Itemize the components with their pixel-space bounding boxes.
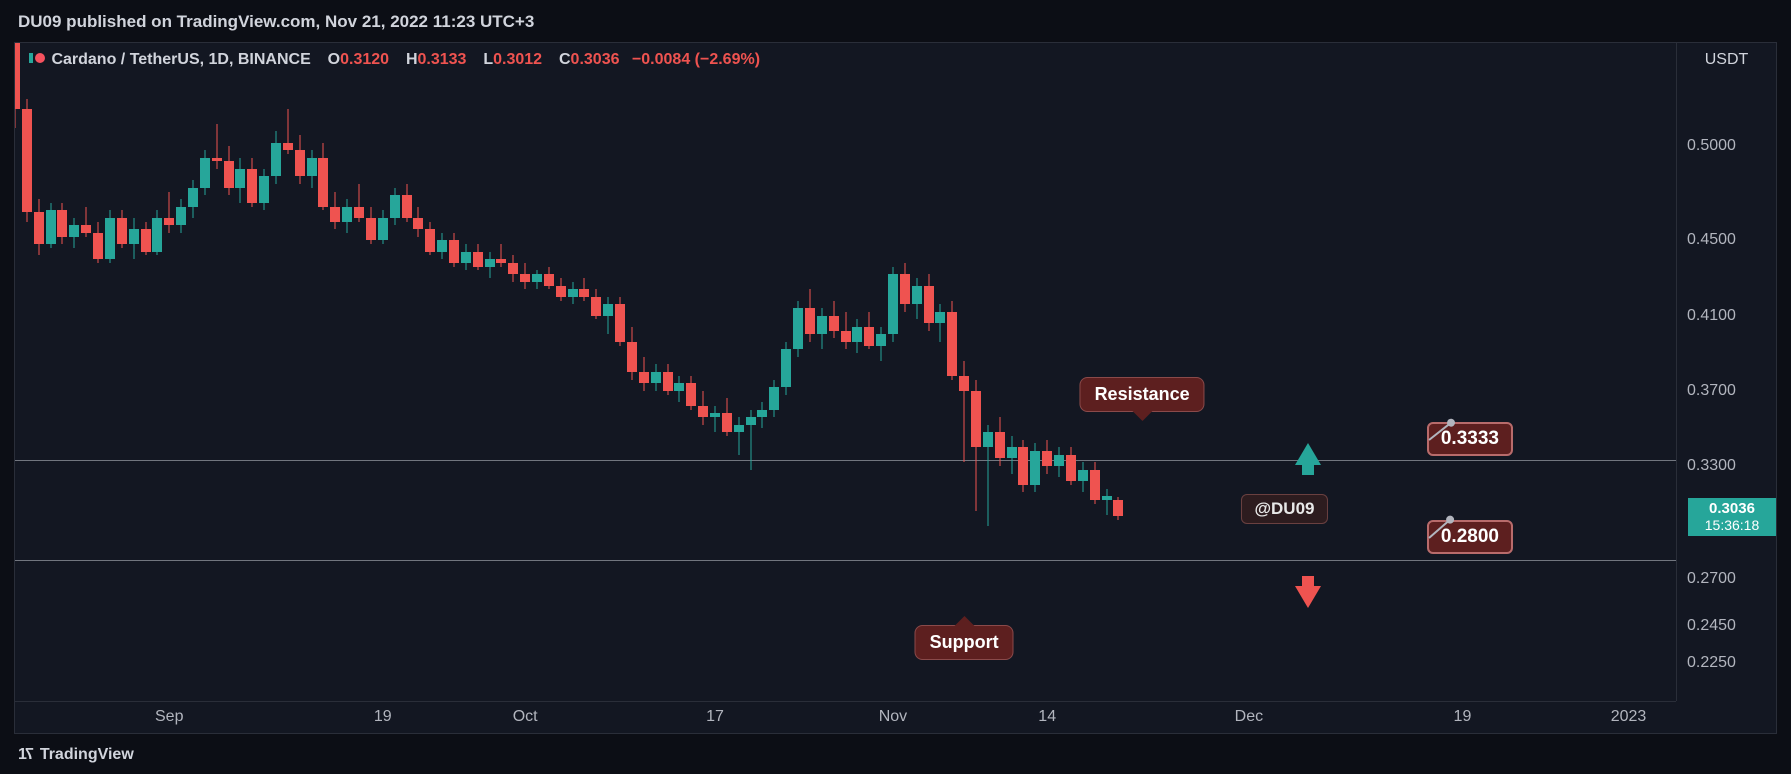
price-tick: 0.2250 <box>1687 654 1736 672</box>
ohlc-o-label: O <box>323 51 340 68</box>
symbol-legend: Cardano / TetherUS, 1D, BINANCE O0.3120 … <box>35 51 760 69</box>
last-price-label: 0.303615:36:18 <box>1688 498 1776 536</box>
ohlc-l-label: L <box>479 51 493 68</box>
price-tick: 0.4100 <box>1687 307 1736 325</box>
price-tick: 0.4500 <box>1687 231 1736 249</box>
resistance-callout[interactable]: Resistance <box>1080 377 1205 412</box>
time-tick: 2023 <box>1611 708 1647 726</box>
support-callout[interactable]: Support <box>915 625 1014 660</box>
chart-plot-area[interactable]: Cardano / TetherUS, 1D, BINANCE O0.3120 … <box>15 43 1676 701</box>
price-level-tag[interactable]: 0.2800 <box>1427 520 1513 554</box>
ohlc-l-value: 0.3012 <box>493 51 542 68</box>
time-tick: 19 <box>1454 708 1472 726</box>
price-level-tag[interactable]: 0.3333 <box>1427 422 1513 456</box>
tradingview-brand: 17 TradingView <box>18 746 134 764</box>
ohlc-h-value: 0.3133 <box>418 51 467 68</box>
ohlc-o-value: 0.3120 <box>340 51 389 68</box>
time-tick: 19 <box>374 708 392 726</box>
price-tick: 0.5000 <box>1687 137 1736 155</box>
symbol-marker-icon <box>35 53 45 63</box>
time-tick: Sep <box>155 708 183 726</box>
time-tick: Dec <box>1235 708 1263 726</box>
arrow-up-icon <box>1295 443 1321 465</box>
time-tick: 17 <box>706 708 724 726</box>
price-tick: 0.3700 <box>1687 382 1736 400</box>
time-tick: 14 <box>1038 708 1056 726</box>
time-axis[interactable]: Sep 19 Oct 17 Nov 14 Dec 19 2023 <box>15 701 1676 733</box>
horizontal-line[interactable] <box>15 560 1676 561</box>
chart-container[interactable]: Cardano / TetherUS, 1D, BINANCE O0.3120 … <box>14 42 1777 734</box>
symbol-name: Cardano / TetherUS, 1D, BINANCE <box>51 51 310 68</box>
ohlc-change: −0.0084 (−2.69%) <box>632 51 760 68</box>
publish-info: DU09 published on TradingView.com, Nov 2… <box>0 0 1791 40</box>
ohlc-c-value: 0.3036 <box>571 51 620 68</box>
time-tick: Oct <box>513 708 538 726</box>
price-tick: 0.2450 <box>1687 617 1736 635</box>
price-tick: 0.2700 <box>1687 570 1736 588</box>
tradingview-logo-icon: 17 <box>18 746 34 764</box>
ohlc-h-label: H <box>402 51 418 68</box>
arrow-down-icon <box>1295 586 1321 608</box>
time-tick: Nov <box>879 708 907 726</box>
author-handle: @DU09 <box>1241 494 1327 524</box>
price-axis-title: USDT <box>1677 51 1776 69</box>
horizontal-line[interactable] <box>15 460 1676 461</box>
price-tick: 0.3300 <box>1687 457 1736 475</box>
price-axis[interactable]: USDT 0.5000 0.4500 0.4100 0.3700 0.3300 0.270… <box>1676 43 1776 701</box>
brand-text: TradingView <box>40 746 134 764</box>
ohlc-c-label: C <box>555 51 571 68</box>
